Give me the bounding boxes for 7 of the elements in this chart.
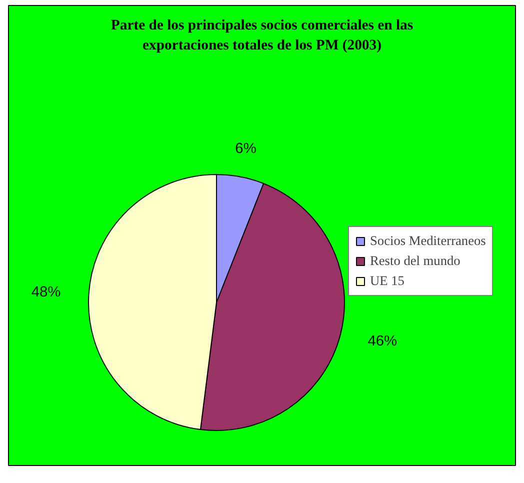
data-label: 48% — [31, 284, 61, 301]
data-label: 46% — [368, 333, 398, 350]
data-label: 6% — [235, 141, 256, 158]
chart-title: Parte de los principales socios comerciales en las exportaciones totales de los PM (2003) — [110, 18, 414, 54]
legend-label: UE 15 — [370, 273, 404, 289]
legend-label: Resto del mundo — [370, 253, 460, 269]
legend-label: Socios Mediterraneos — [370, 233, 486, 249]
